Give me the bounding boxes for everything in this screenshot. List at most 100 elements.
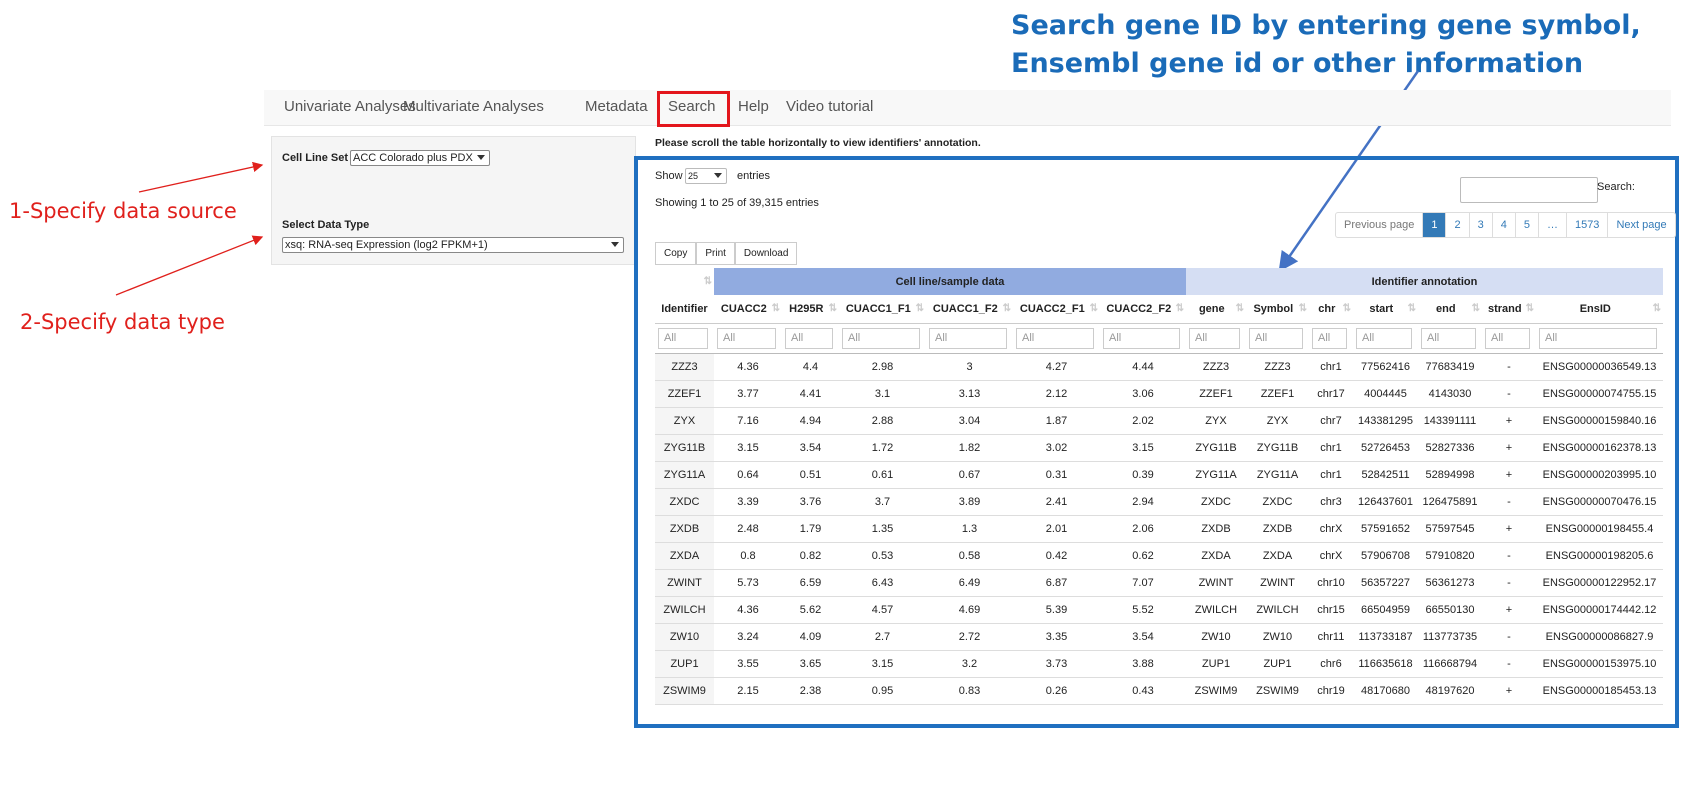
- nav-item[interactable]: Multivariate Analyses: [403, 98, 544, 115]
- table-cell: ZWINT: [655, 569, 714, 597]
- sort-icon: ⇅: [915, 303, 924, 314]
- sort-icon: ⇅: [1652, 303, 1661, 314]
- table-row: ZYG11B 3.15 3.54 1.72 1.82 3.02 3.15 ZYG11B ZYG1…: [655, 434, 1663, 462]
- table-cell: 3.89: [926, 488, 1013, 516]
- table-cell: 7.16: [714, 407, 782, 435]
- table-cell: 126437601: [1353, 488, 1418, 516]
- page-link[interactable]: Previous page: [1344, 219, 1415, 231]
- header-text: CUACC2_F2: [1106, 303, 1172, 315]
- table-cell: ZYG11A: [655, 461, 714, 489]
- filter-input[interactable]: All: [929, 328, 1007, 349]
- table-cell: 52726453: [1353, 434, 1418, 462]
- page-link[interactable]: 1: [1422, 213, 1446, 237]
- column-header: end ⇅: [1418, 295, 1482, 324]
- filter-input[interactable]: All: [658, 328, 708, 349]
- select[interactable]: xsq: RNA-seq Expression (log2 FPKM+1): [282, 237, 624, 253]
- filter-input[interactable]: All: [785, 328, 833, 349]
- select[interactable]: ACC Colorado plus PDX: [350, 150, 490, 166]
- table-cell: chr10: [1309, 569, 1353, 597]
- page-link[interactable]: …: [1537, 213, 1566, 237]
- nav-item[interactable]: Help: [738, 98, 769, 115]
- header-text: strand: [1487, 303, 1522, 315]
- filter-cell: All: [782, 323, 839, 354]
- filter-input[interactable]: All: [1312, 328, 1347, 349]
- table-cell: ZYX: [1246, 407, 1309, 435]
- column-header: CUACC2 ⇅: [714, 295, 782, 324]
- table-cell: ENSG00000174442.12: [1536, 596, 1663, 624]
- table-cell: ENSG00000198455.4: [1536, 515, 1663, 543]
- table-row: ZZZ3 4.36 4.4 2.98 3 4.27 4.44 ZZZ3 ZZZ3 chr1 7756…: [655, 353, 1663, 381]
- table-cell: chr1: [1309, 461, 1353, 489]
- table-cell: ENSG00000185453.13: [1536, 677, 1663, 705]
- table-cell: 4.36: [714, 596, 782, 624]
- table-cell: 48197620: [1418, 677, 1482, 705]
- sort-icon: ⇅: [1298, 303, 1307, 314]
- table-row: ZZEF1 3.77 4.41 3.1 3.13 2.12 3.06 ZZEF1 ZZEF1 ch…: [655, 380, 1663, 408]
- filter-input[interactable]: All: [1249, 328, 1303, 349]
- filter-row: All All All All All All All All All All All All All A…: [655, 323, 1663, 354]
- page-link[interactable]: 5: [1514, 213, 1538, 237]
- table-cell: chr1: [1309, 434, 1353, 462]
- page-link[interactable]: 3: [1468, 213, 1492, 237]
- filter-input[interactable]: All: [1189, 328, 1240, 349]
- filter-input[interactable]: All: [1356, 328, 1412, 349]
- nav-bar: Univariate Analyses Multivariate Analyses…: [264, 90, 1671, 126]
- table-cell: 1.72: [839, 434, 926, 462]
- table-cell: ZZEF1: [655, 380, 714, 408]
- header-text: CUACC2_F1: [1019, 303, 1085, 315]
- table-cell: ZWINT: [1246, 569, 1309, 597]
- table-cell: ZWILCH: [1246, 596, 1309, 624]
- table-row: ZXDC 3.39 3.76 3.7 3.89 2.41 2.94 ZXDC ZXDC chr3 1…: [655, 488, 1663, 516]
- table-cell: 3.35: [1013, 623, 1100, 651]
- table-cell: 4.27: [1013, 353, 1100, 381]
- highlight-box: [657, 91, 730, 127]
- filter-input[interactable]: All: [1016, 328, 1094, 349]
- table-cell: -: [1482, 380, 1536, 408]
- button[interactable]: Print: [696, 242, 735, 265]
- table-cell: ZZEF1: [1246, 380, 1309, 408]
- filter-input[interactable]: All: [1539, 328, 1657, 349]
- nav-item[interactable]: Search: [668, 98, 716, 115]
- button[interactable]: Copy: [655, 242, 697, 265]
- select[interactable]: 25: [685, 168, 727, 184]
- filter-input[interactable]: All: [842, 328, 920, 349]
- column-header: CUACC2_F2 ⇅: [1100, 295, 1186, 324]
- filter-input[interactable]: All: [1485, 328, 1530, 349]
- table-cell: 66550130: [1418, 596, 1482, 624]
- nav-item[interactable]: Metadata: [585, 98, 648, 115]
- table-cell: 4.36: [714, 353, 782, 381]
- data-table: ⇅ Cell line/sample data Identifier annotat…: [655, 268, 1663, 705]
- group-header: Cell line/sample data: [714, 268, 1186, 295]
- header-text: EnsID: [1579, 303, 1611, 315]
- button[interactable]: Download: [734, 242, 798, 265]
- table-cell: ENSG00000203995.10: [1536, 461, 1663, 489]
- filter-input[interactable]: All: [1103, 328, 1180, 349]
- table-cell: 3.15: [839, 650, 926, 678]
- callout-line: Ensembl gene id or other information: [1011, 48, 1584, 79]
- arrow: [115, 235, 264, 296]
- table-cell: 52894998: [1418, 461, 1482, 489]
- table-cell: 0.83: [926, 677, 1013, 705]
- table-cell: 3.76: [782, 488, 839, 516]
- table-cell: ZW10: [1246, 623, 1309, 651]
- table-cell: ZXDC: [1246, 488, 1309, 516]
- nav-item[interactable]: Video tutorial: [786, 98, 874, 115]
- table-cell: 116635618: [1353, 650, 1418, 678]
- search-input[interactable]: [1460, 177, 1598, 203]
- table-cell: ZYG11B: [1186, 434, 1246, 462]
- nav-item[interactable]: Univariate Analyses: [284, 98, 416, 115]
- page-link[interactable]: 1573: [1565, 213, 1607, 237]
- column-header: strand ⇅: [1482, 295, 1536, 324]
- filter-input[interactable]: All: [717, 328, 776, 349]
- table-cell: 0.43: [1100, 677, 1186, 705]
- table-cell: 4.57: [839, 596, 926, 624]
- table-cell: ZUP1: [655, 650, 714, 678]
- table-cell: 0.95: [839, 677, 926, 705]
- table-row: ZXDA 0.8 0.82 0.53 0.58 0.42 0.62 ZXDA ZXDA chrX 5…: [655, 542, 1663, 570]
- page-link[interactable]: 2: [1445, 213, 1468, 237]
- filter-input[interactable]: All: [1421, 328, 1476, 349]
- filter-cell: All: [926, 323, 1013, 354]
- label: Select Data Type: [282, 219, 370, 231]
- page-link[interactable]: 4: [1491, 213, 1515, 237]
- page-link[interactable]: Next page: [1607, 213, 1674, 237]
